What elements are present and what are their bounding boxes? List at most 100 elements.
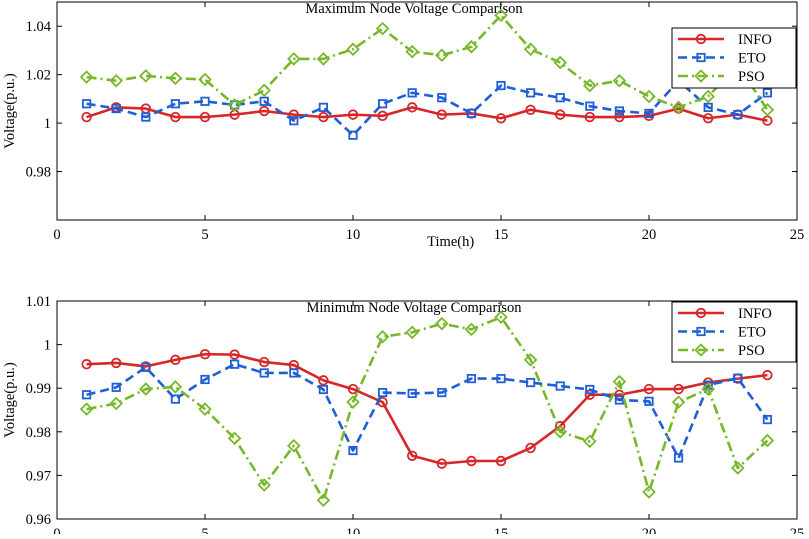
data-point-info bbox=[318, 111, 329, 123]
data-point-eto bbox=[614, 106, 625, 116]
data-point-info bbox=[614, 111, 625, 123]
data-point-pso bbox=[583, 78, 597, 93]
data-point-info bbox=[643, 383, 655, 395]
chart-panel-1: 0 5 10 15 20 25 0.98 1 1.02 1.04 Maximum Node Volt… bbox=[2, 1, 804, 250]
data-point-eto bbox=[259, 96, 269, 106]
data-point-eto bbox=[585, 101, 595, 111]
y-tick-label: 1.04 bbox=[26, 19, 52, 35]
data-point-info bbox=[170, 111, 181, 123]
data-point-info bbox=[495, 113, 507, 124]
data-point-info bbox=[347, 109, 359, 120]
series-line-eto bbox=[86, 79, 769, 137]
data-point-eto bbox=[407, 88, 417, 98]
legend-label-eto: ETO bbox=[738, 325, 766, 341]
data-point-eto bbox=[377, 387, 388, 398]
data-point-info bbox=[259, 105, 270, 117]
legend-box bbox=[671, 301, 797, 363]
data-point-pso bbox=[583, 434, 597, 449]
chart-panel-2: 0 5 10 15 20 25 0.96 0.97 0.98 0.99 1 1.01 Minimum N… bbox=[2, 294, 804, 539]
data-point-eto bbox=[733, 110, 743, 120]
x-tick-label: 25 bbox=[790, 227, 805, 243]
legend: INFO ETO PSO bbox=[671, 27, 797, 89]
y-tick-label: 0.97 bbox=[26, 468, 51, 484]
data-point-info bbox=[288, 109, 300, 120]
data-point-pso bbox=[553, 425, 567, 439]
data-point-pso bbox=[375, 329, 390, 344]
data-point-info bbox=[199, 348, 211, 360]
data-point-eto bbox=[762, 88, 773, 98]
data-point-info bbox=[525, 104, 536, 115]
data-point-pso bbox=[79, 402, 94, 416]
data-point-pso bbox=[494, 8, 508, 23]
x-tick-label: 20 bbox=[642, 227, 657, 243]
data-point-pso bbox=[435, 316, 449, 331]
data-point-pso bbox=[760, 103, 775, 117]
data-point-pso bbox=[346, 395, 360, 409]
data-point-pso bbox=[464, 40, 479, 54]
data-point-pso bbox=[168, 71, 183, 86]
data-point-eto bbox=[555, 381, 565, 391]
data-point-info bbox=[170, 354, 181, 366]
y-tick-label: 1 bbox=[44, 116, 51, 132]
data-point-pso bbox=[139, 69, 153, 83]
data-point-eto bbox=[526, 88, 536, 98]
y-tick-label: 1 bbox=[44, 338, 51, 354]
data-point-pso bbox=[109, 396, 123, 411]
legend: INFO ETO PSO bbox=[671, 301, 797, 363]
data-point-pso bbox=[701, 382, 715, 396]
data-point-pso bbox=[168, 380, 183, 394]
data-point-pso bbox=[671, 395, 686, 409]
data-point-eto bbox=[407, 388, 417, 399]
data-point-eto bbox=[437, 93, 447, 103]
y-axis-label: Voltage(p.u.) bbox=[2, 362, 18, 438]
y-tick-label: 1.01 bbox=[26, 294, 51, 310]
data-point-pso bbox=[198, 402, 212, 416]
legend-label-info: INFO bbox=[738, 306, 772, 322]
series-eto bbox=[82, 76, 773, 140]
legend-marker-pso bbox=[694, 69, 708, 83]
data-point-info bbox=[110, 357, 122, 369]
series-info bbox=[81, 102, 773, 126]
legend-marker-info bbox=[695, 307, 707, 319]
series-pso bbox=[79, 8, 775, 117]
data-point-pso bbox=[494, 310, 508, 324]
data-point-pso bbox=[405, 325, 419, 340]
plot-area-frame bbox=[56, 1, 798, 221]
data-point-eto bbox=[200, 374, 210, 385]
data-point-eto bbox=[348, 130, 358, 140]
plot-area-frame bbox=[56, 300, 798, 520]
data-point-eto bbox=[585, 384, 595, 395]
data-point-eto bbox=[289, 368, 299, 378]
data-point-pso bbox=[642, 89, 656, 104]
data-point-pso bbox=[346, 42, 360, 57]
data-point-pso bbox=[642, 485, 656, 499]
data-point-eto bbox=[289, 116, 299, 126]
x-tick-label: 10 bbox=[346, 227, 361, 243]
series-line-info bbox=[86, 352, 768, 465]
x-axis-label: Time(h) bbox=[427, 234, 474, 250]
data-point-info bbox=[762, 369, 773, 381]
data-point-eto bbox=[229, 100, 240, 110]
data-point-eto bbox=[526, 377, 536, 388]
data-point-info bbox=[525, 442, 536, 454]
series-line-eto bbox=[86, 362, 769, 460]
data-point-info bbox=[347, 383, 359, 395]
data-point-pso bbox=[79, 70, 94, 84]
data-point-eto bbox=[141, 112, 151, 122]
data-point-eto bbox=[466, 108, 477, 119]
series-pso bbox=[79, 310, 775, 508]
data-point-eto bbox=[348, 445, 358, 456]
x-tick-label: 5 bbox=[201, 526, 208, 534]
y-tick-label: 0.96 bbox=[26, 512, 51, 528]
data-point-eto bbox=[111, 103, 121, 114]
y-axis-label: Voltage(p.u.) bbox=[2, 73, 18, 149]
data-point-eto bbox=[644, 396, 654, 406]
data-point-eto bbox=[141, 362, 151, 372]
legend-box bbox=[671, 27, 797, 89]
data-point-eto bbox=[259, 368, 269, 378]
x-tick-label: 0 bbox=[53, 526, 60, 534]
series-line-pso bbox=[86, 315, 769, 502]
x-tick-label: 0 bbox=[53, 227, 60, 243]
data-point-pso bbox=[731, 461, 745, 475]
